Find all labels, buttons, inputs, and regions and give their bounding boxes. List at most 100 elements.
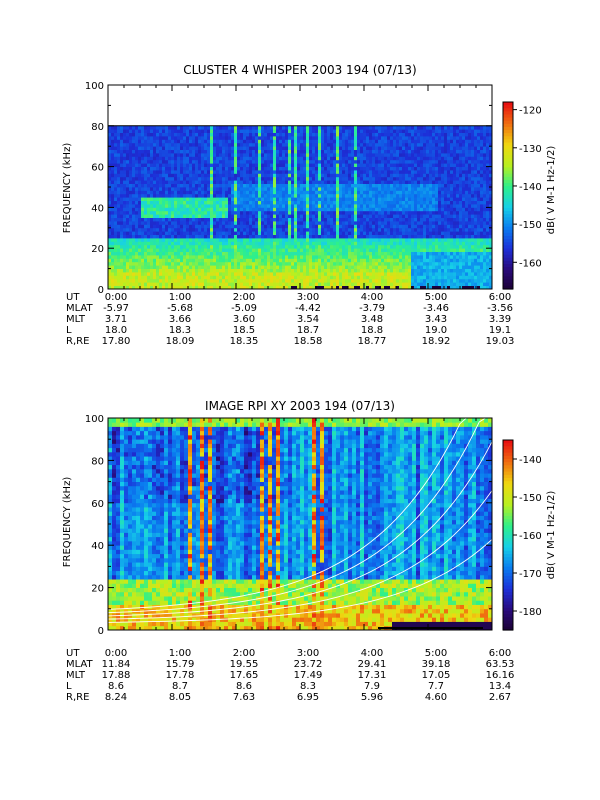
spectrogram-cell [255,193,259,198]
spectrogram-cell [168,217,172,222]
spectrogram-cell [243,278,247,283]
spectrogram-cell [192,163,196,167]
spectrogram-cell [402,173,406,178]
spectrogram-cell [234,234,238,239]
spectrogram-cell [219,227,223,232]
spectrogram-cell [375,282,379,286]
spectrogram-cell [345,221,349,225]
spectrogram-cell [255,258,259,263]
spectrogram-cell [297,214,301,218]
spectrogram-cell [201,221,205,225]
spectrogram-cell [261,139,265,144]
spectrogram-cell [270,214,274,218]
spectrogram-cell [198,153,202,157]
spectrogram-cell [258,180,262,184]
spectrogram-cell [192,275,196,280]
spectrogram-cell [318,234,322,239]
spectrogram-cell [150,166,154,171]
spectrogram-cell [117,275,121,280]
spectrogram-cell [225,207,229,212]
spectrogram-cell [225,190,229,195]
spectrogram-cell [384,221,388,225]
spectrogram-cell [273,136,277,140]
spectrogram-cell [270,221,274,225]
spectrogram-cell [288,193,292,198]
spectrogram-cell [402,146,406,150]
spectrogram-cell [276,197,280,201]
spectrogram-cell [231,261,235,266]
spectrogram-cell [210,170,214,174]
spectrogram-cell [225,248,229,252]
spectrogram-cell [210,251,214,256]
spectrogram-cell [372,217,376,222]
spectrogram-cell [186,142,190,147]
spectrogram-cell [210,221,214,225]
spectrogram-cell [381,285,385,290]
spectrogram-cell [306,221,310,225]
spectrogram-cell [273,139,277,144]
spectrogram-cell [306,204,310,208]
spectrogram-cell [378,224,382,229]
spectrogram-cell [294,204,298,208]
spectrogram-cell [294,170,298,174]
spectrogram-cell [156,187,160,191]
spectrogram-cell [237,197,241,201]
spectrogram-cell [318,265,322,269]
spectrogram-cell [285,238,289,242]
spectrogram-cell [294,258,298,263]
spectrogram-cell [207,170,211,174]
spectrogram-cell [207,139,211,144]
spectrogram-cell [342,125,346,130]
spectrogram-cell [204,244,208,249]
spectrogram-cell [408,170,412,174]
spectrogram-cell [219,170,223,174]
spectrogram-cell [399,153,403,157]
spectrogram-cell [168,173,172,178]
spectrogram-cell [147,258,151,263]
spectrogram-cell [225,156,229,161]
spectrogram-cell [399,132,403,137]
spectrogram-cell [303,238,307,242]
spectrogram-cell [264,265,268,269]
spectrogram-cell [414,221,418,225]
spectrogram-cell [189,166,193,171]
spectrogram-cell [126,190,130,195]
spectrogram-cell [348,278,352,283]
spectrogram-cell [297,285,301,290]
spectrogram-cell [216,176,220,181]
spectrogram-cell [366,190,370,195]
spectrogram-cell [414,187,418,191]
spectrogram-cell [282,156,286,161]
spectrogram-cell [417,214,421,218]
spectrogram-cell [156,173,160,178]
spectrogram-cell [333,129,337,133]
spectrogram-cell [348,231,352,235]
spectrogram-cell [189,153,193,157]
spectrogram-cell [174,244,178,249]
spectrogram-cell [246,139,250,144]
spectrogram-cell [360,268,364,273]
spectrogram-cell [303,183,307,188]
spectrogram-cell [192,173,196,178]
spectrogram-cell [414,173,418,178]
spectrogram-cell [120,221,124,225]
spectrogram-cell [381,173,385,178]
spectrogram-cell [294,159,298,164]
spectrogram-cell [174,142,178,147]
spectrogram-cell [195,187,199,191]
spectrogram-cell [318,156,322,161]
spectrogram-cell [375,227,379,232]
spectrogram-cell [309,210,313,215]
spectrogram-cell [144,234,148,239]
spectrogram-cell [213,190,217,195]
spectrogram-cell [297,129,301,133]
spectrogram-cell [267,251,271,256]
spectrogram-cell [339,204,343,208]
spectrogram-cell [339,170,343,174]
spectrogram-cell [258,153,262,157]
spectrogram-cell [252,268,256,273]
spectrogram-cell [207,217,211,222]
spectrogram-cell [333,275,337,280]
spectrogram-cell [333,214,337,218]
spectrogram-cell [135,251,139,256]
